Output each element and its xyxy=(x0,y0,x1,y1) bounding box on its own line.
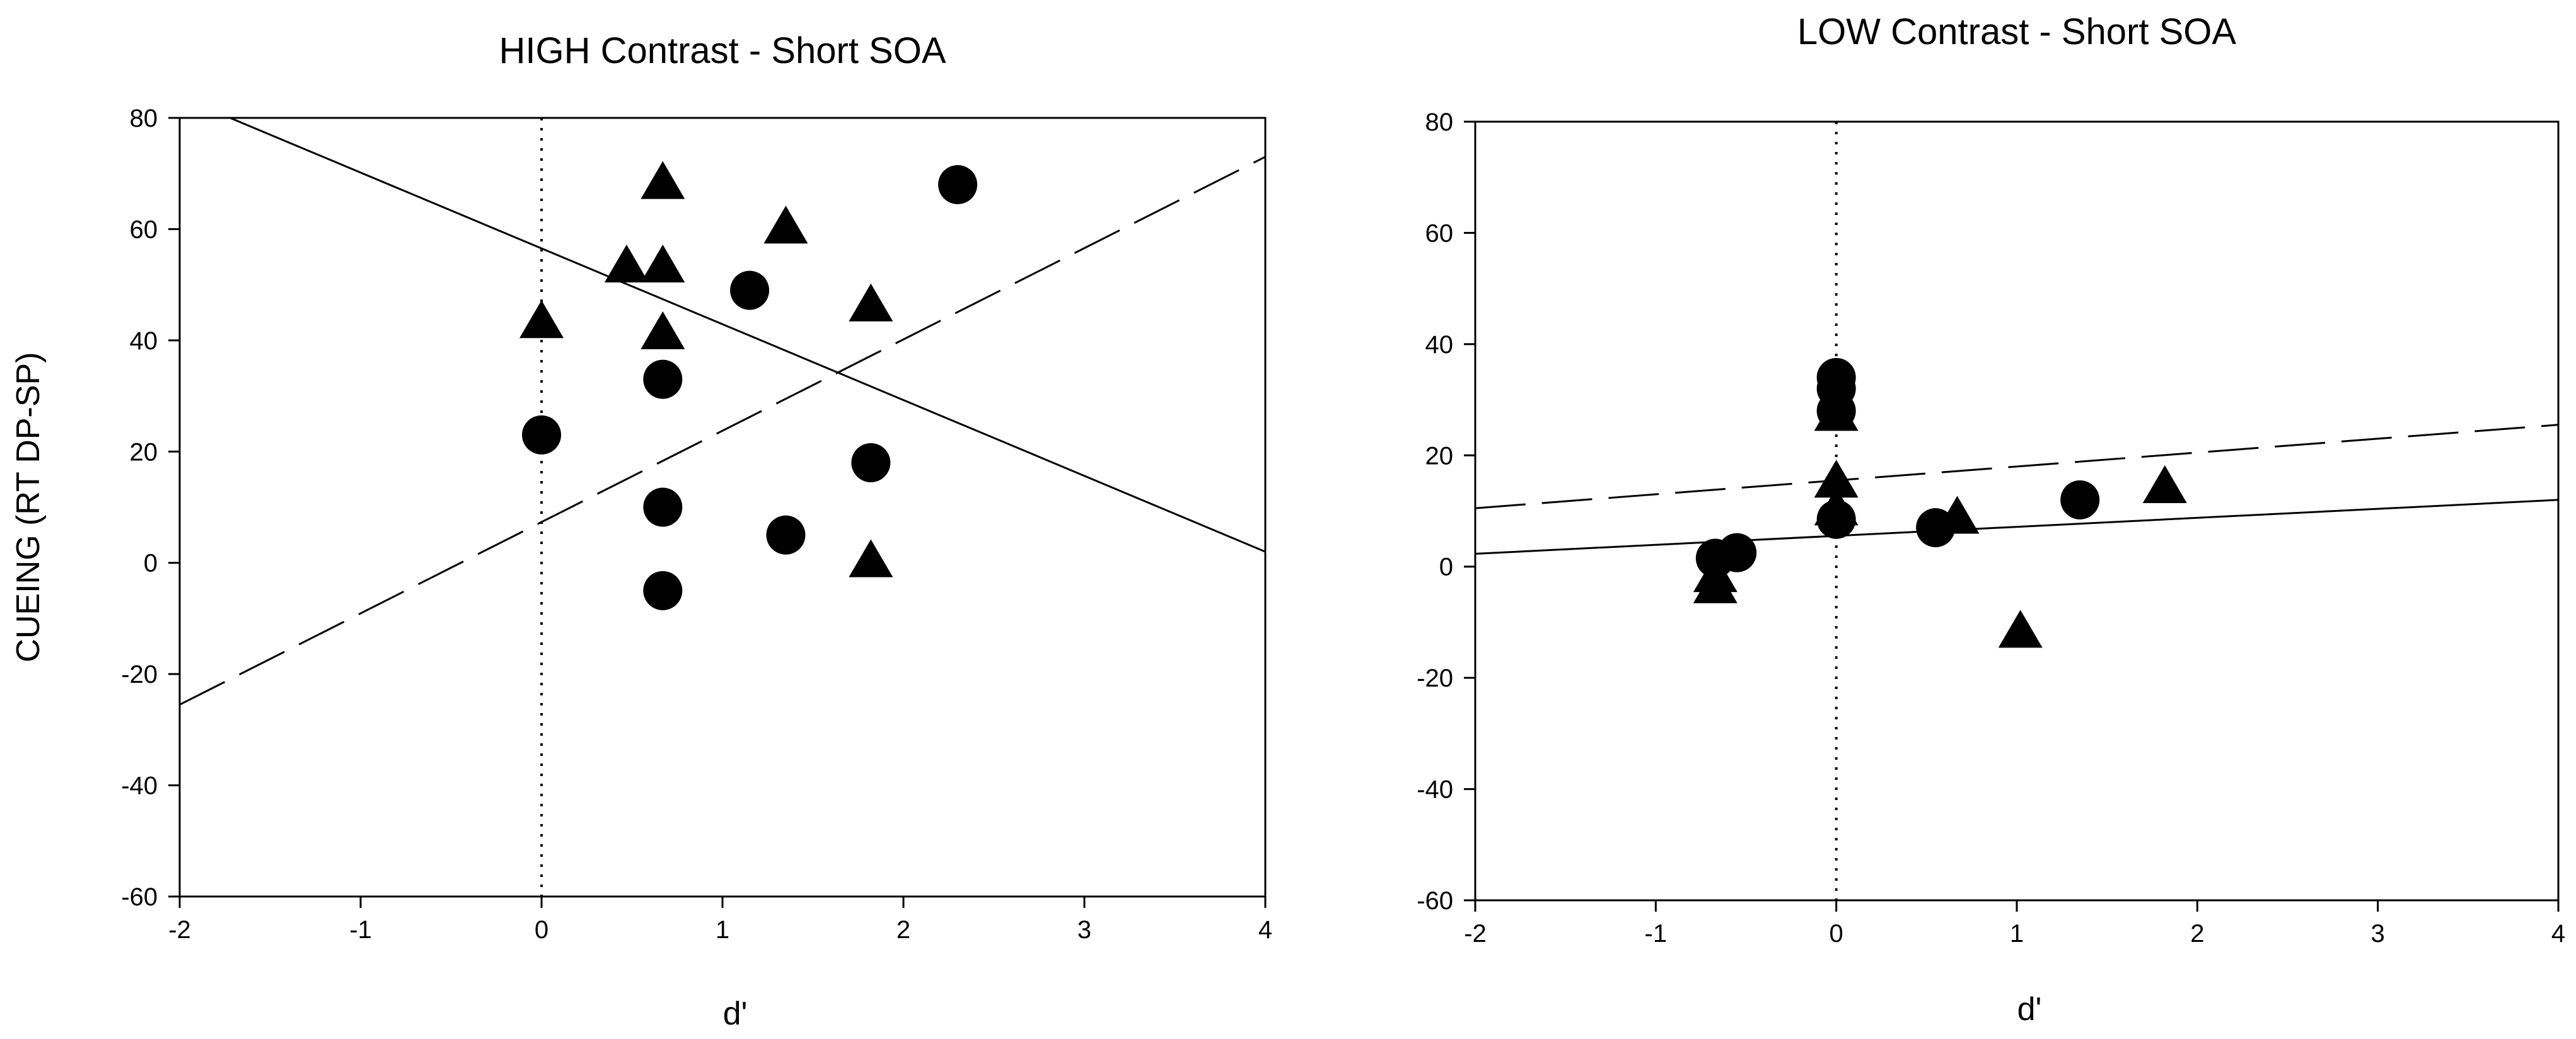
y-tick-label: 0 xyxy=(1439,554,1453,581)
x-tick-label: 1 xyxy=(2010,920,2024,948)
y-tick-label: 60 xyxy=(1425,219,1454,247)
triangle-point xyxy=(641,311,685,349)
plot-area xyxy=(1475,122,2558,900)
triangle-point xyxy=(849,283,893,322)
triangle-point xyxy=(604,244,649,282)
circle-point xyxy=(2060,480,2100,520)
y-tick-label: 0 xyxy=(144,550,158,578)
circle-point xyxy=(938,165,978,204)
triangle-point xyxy=(1693,565,1738,603)
triangle-point xyxy=(849,539,893,578)
dashed-fit-line xyxy=(180,156,1265,705)
circle-point xyxy=(851,443,891,482)
chart-title: HIGH Contrast - Short SOA xyxy=(499,30,946,71)
solid-fit-line xyxy=(1475,499,2558,555)
triangle-point xyxy=(641,161,685,199)
triangle-point xyxy=(1814,487,1859,526)
x-tick-label: 3 xyxy=(2371,920,2385,948)
chart-high-contrast: HIGH Contrast - Short SOA -2 -1 0 1 2 3 4 -60 -40… xyxy=(10,30,1272,1032)
x-tick-label: 0 xyxy=(1830,920,1843,948)
x-tick-label: 2 xyxy=(2190,920,2204,948)
circle-point xyxy=(1717,533,1757,572)
triangle-point xyxy=(1814,460,1859,498)
plot-frame xyxy=(178,117,1267,898)
circle-point xyxy=(730,270,770,310)
x-tick-label: -1 xyxy=(1645,920,1668,948)
y-tick-label: -40 xyxy=(121,772,158,800)
circle-point xyxy=(643,487,683,527)
x-axis-label: d' xyxy=(723,995,748,1032)
y-tick-label: -60 xyxy=(121,883,158,911)
triangle-point xyxy=(1935,496,1980,534)
circle-point xyxy=(522,415,561,455)
x-tick-label: 4 xyxy=(1258,916,1272,944)
x-tick-label: 3 xyxy=(1077,916,1091,944)
triangle-point xyxy=(763,206,808,244)
x-tick-label: -2 xyxy=(168,916,191,944)
y-tick-label: 60 xyxy=(130,216,158,243)
x-tick-label: 0 xyxy=(535,916,548,944)
x-tick-label: -2 xyxy=(1464,920,1487,948)
triangle-point xyxy=(1814,393,1859,431)
x-tick-label: 4 xyxy=(2551,920,2565,948)
triangle-point xyxy=(641,244,685,282)
dashed-fit-line xyxy=(1475,424,2558,509)
y-tick-label: 80 xyxy=(130,105,158,132)
chart-low-contrast: LOW Contrast - Short SOA -2 -1 0 1 2 3 4 -60 -40 -… xyxy=(1417,11,2565,1028)
circle-point xyxy=(643,359,683,399)
circle-point xyxy=(643,571,683,610)
circle-point xyxy=(766,515,806,555)
solid-fit-line xyxy=(228,118,1265,553)
triangle-point xyxy=(519,300,564,339)
chart-title: LOW Contrast - Short SOA xyxy=(1797,11,2237,52)
x-axis-label: d' xyxy=(2017,991,2042,1028)
triangle-point xyxy=(2142,465,2187,504)
plot-area xyxy=(180,118,1265,897)
y-tick-label: -20 xyxy=(1417,665,1453,692)
x-tick-label: 1 xyxy=(716,916,729,944)
y-tick-label: -20 xyxy=(121,661,158,688)
x-tick-label: -1 xyxy=(349,916,372,944)
y-tick-label: 20 xyxy=(130,438,158,466)
y-tick-label: 20 xyxy=(1425,442,1454,470)
plot-frame xyxy=(1474,120,2560,902)
triangle-point xyxy=(1998,610,2043,648)
y-tick-label: -60 xyxy=(1417,887,1453,915)
y-tick-label: -40 xyxy=(1417,776,1453,804)
y-axis-label: CUEING (RT DP-SP) xyxy=(10,352,47,662)
y-tick-label: 80 xyxy=(1425,108,1454,136)
y-tick-label: 40 xyxy=(1425,331,1454,359)
x-tick-label: 2 xyxy=(896,916,910,944)
y-tick-label: 40 xyxy=(130,327,158,355)
